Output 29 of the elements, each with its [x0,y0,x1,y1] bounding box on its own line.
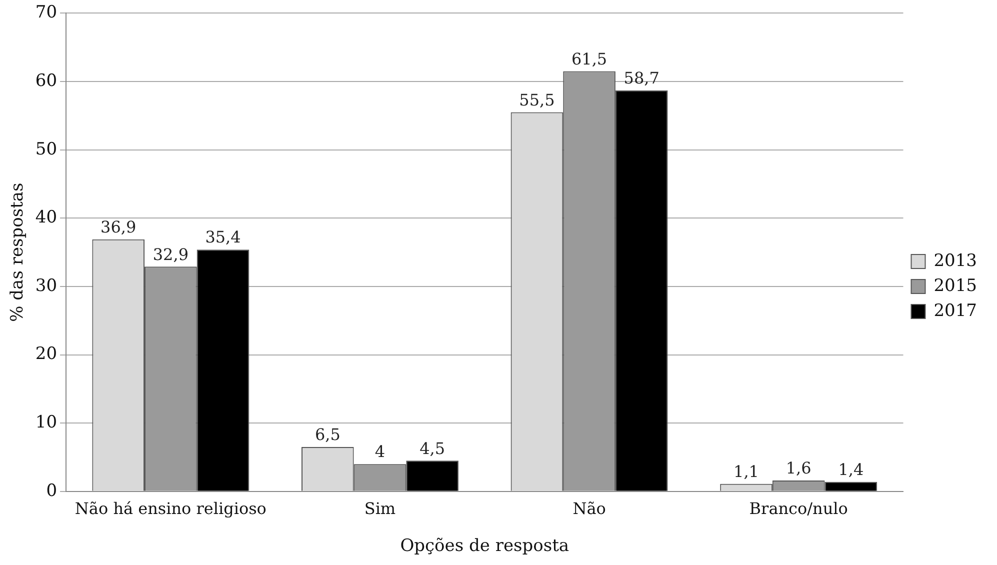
y-axis-title: % das respostas [8,182,28,322]
data-label: 6,5 [314,425,340,444]
x-tick-label: Branco/nulo [749,499,848,518]
data-label: 35,4 [205,228,241,247]
data-label: 36,9 [100,217,136,236]
data-label: 1,4 [838,460,864,479]
y-tick-label: 30 [35,276,58,296]
data-label: 55,5 [519,90,555,110]
y-tick-label: 20 [35,344,58,364]
y-tick-label: 40 [35,208,58,228]
data-label: 1,1 [734,462,759,482]
data-label: 4 [374,442,386,462]
data-label: 4,5 [420,438,446,458]
x-tick-label: Não há ensino religioso [74,499,266,518]
legend-label: 2017 [934,300,977,321]
x-axis-title: Opções de resposta [400,536,570,556]
data-label: 61,5 [571,49,608,68]
data-label: 58,7 [624,68,660,88]
data-label: 1,6 [786,458,812,478]
y-tick-label: 70 [35,2,58,23]
y-tick-label: 10 [35,412,58,433]
data-label: 32,9 [152,244,188,264]
y-tick-label: 50 [35,139,58,160]
legend-label: 2015 [934,276,977,296]
x-tick-label: Não [572,499,606,518]
y-tick-label: 0 [46,480,58,501]
y-tick-label: 60 [35,70,58,91]
legend-label: 2013 [934,250,977,271]
x-tick-label: Sim [364,499,396,518]
